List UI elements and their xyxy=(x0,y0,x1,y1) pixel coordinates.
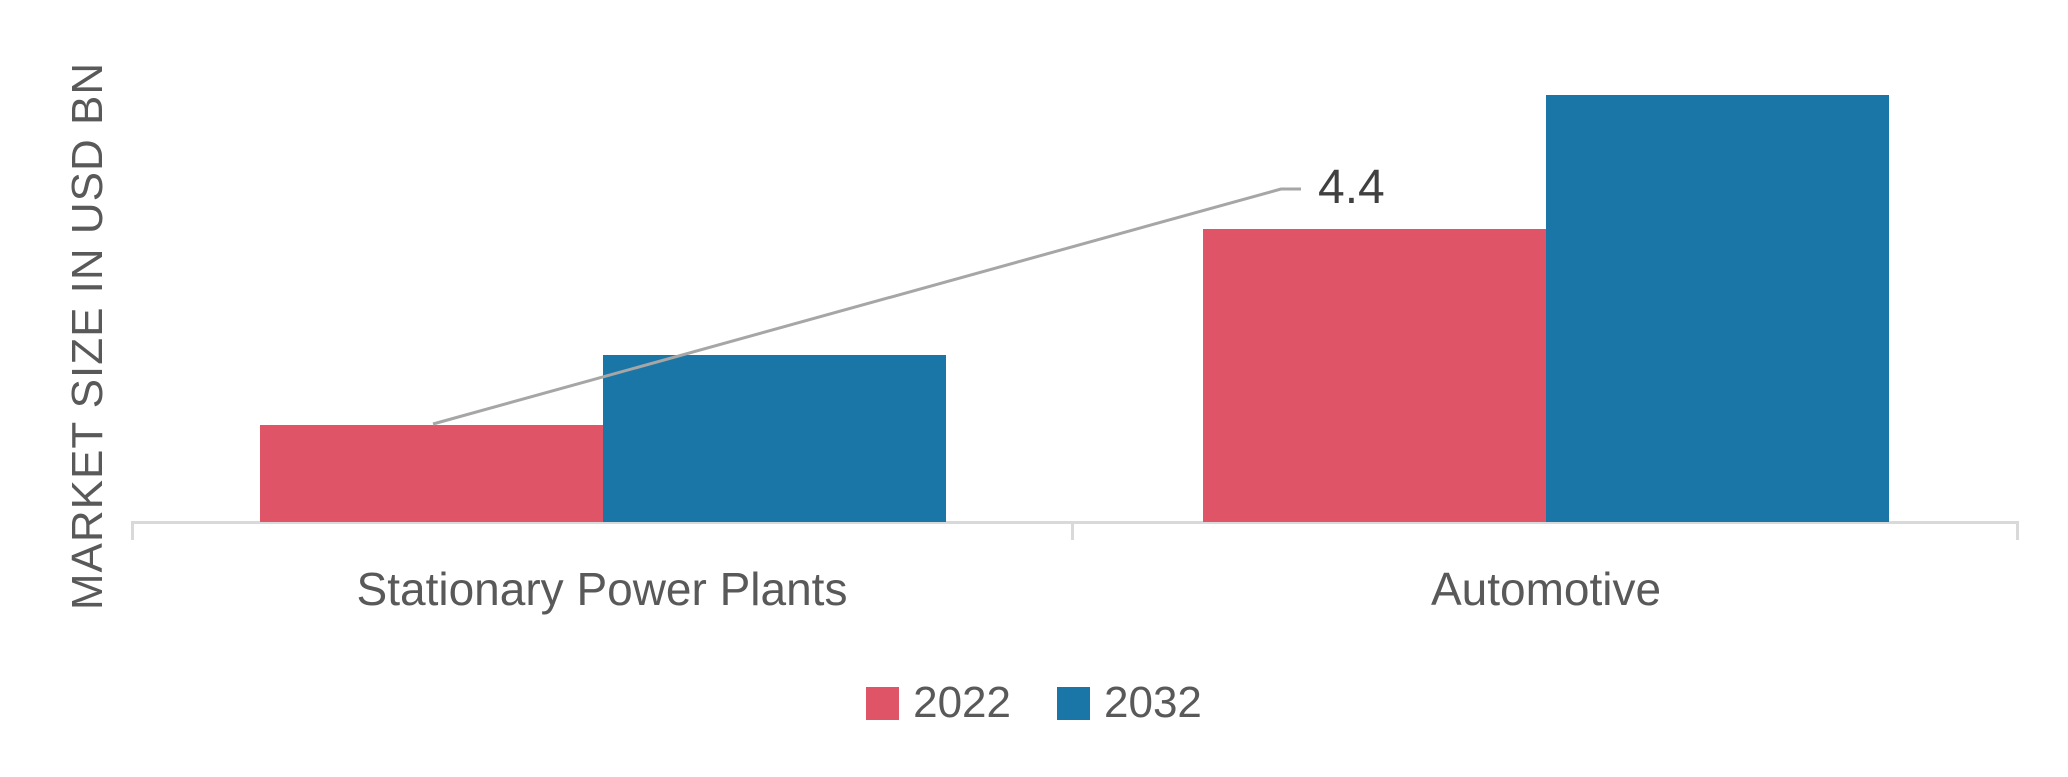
legend-swatch-2022-icon xyxy=(866,686,900,720)
x-axis-line xyxy=(131,521,2019,524)
legend-item-2022: 2022 xyxy=(866,678,1011,728)
legend-swatch-2032-icon xyxy=(1057,686,1090,720)
category-label-stationary-power-plants: Stationary Power Plants xyxy=(356,563,848,615)
legend: 2022 2032 xyxy=(0,678,2068,728)
x-axis-tick-right xyxy=(2016,521,2019,540)
bar-2032-automotive xyxy=(1546,95,1889,522)
data-label-4-4: 4.4 xyxy=(1318,161,1385,214)
legend-label-2022: 2022 xyxy=(913,678,1011,727)
bar-2022-automotive xyxy=(1203,229,1546,522)
legend-label-2032: 2032 xyxy=(1104,678,1202,727)
category-label-automotive: Automotive xyxy=(1430,563,1662,615)
bar-2022-stationary-power-plants xyxy=(260,425,603,522)
legend-item-2032: 2032 xyxy=(1057,678,1202,728)
y-axis-label: MARKET SIZE IN USD BN xyxy=(63,61,112,611)
x-axis-tick-middle xyxy=(1071,521,1074,540)
x-axis-tick-left xyxy=(131,521,134,540)
bar-2032-stationary-power-plants xyxy=(603,355,946,522)
